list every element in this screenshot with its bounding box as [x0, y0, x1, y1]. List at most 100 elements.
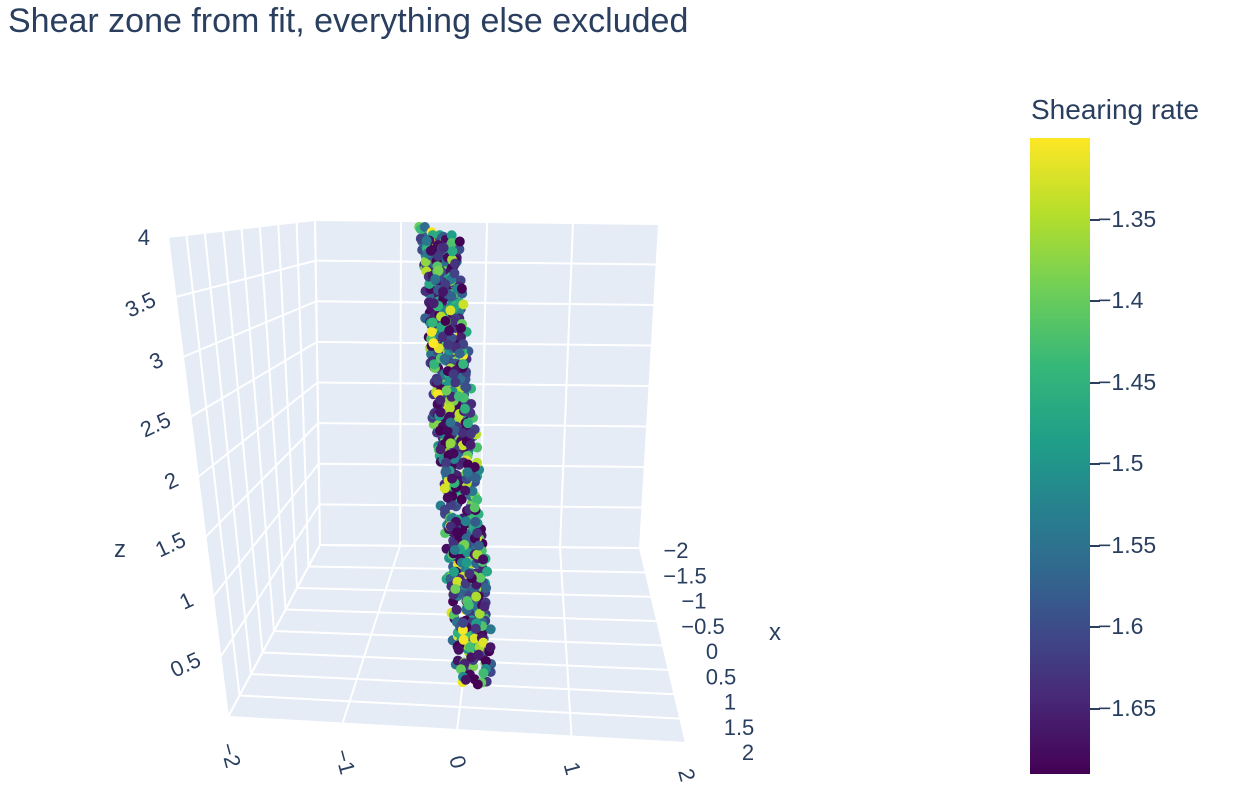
- data-point[interactable]: [465, 428, 476, 439]
- data-point[interactable]: [461, 557, 472, 568]
- data-point[interactable]: [444, 325, 455, 336]
- data-point[interactable]: [419, 222, 430, 232]
- data-point[interactable]: [430, 274, 441, 285]
- data-point[interactable]: [446, 230, 457, 241]
- data-point[interactable]: [440, 316, 451, 326]
- data-point[interactable]: [473, 649, 484, 660]
- data-point[interactable]: [433, 265, 444, 276]
- data-point[interactable]: [447, 246, 458, 257]
- data-point[interactable]: [472, 494, 483, 505]
- data-point[interactable]: [458, 634, 469, 645]
- data-point[interactable]: [442, 426, 453, 436]
- data-point[interactable]: [472, 528, 483, 539]
- data-point[interactable]: [433, 251, 444, 261]
- data-point[interactable]: [469, 462, 480, 472]
- data-point[interactable]: [429, 359, 440, 370]
- data-point[interactable]: [475, 572, 486, 583]
- data-point[interactable]: [458, 617, 468, 628]
- 3d-scene[interactable]: 0.511.522.533.54−2 −1 0 1 2−2−1.5−1−0.500.51…: [0, 0, 1000, 792]
- data-point[interactable]: [469, 633, 480, 644]
- data-point[interactable]: [451, 604, 462, 615]
- data-point[interactable]: [471, 591, 482, 602]
- data-point[interactable]: [458, 359, 469, 370]
- data-point[interactable]: [453, 644, 464, 655]
- data-point[interactable]: [444, 403, 455, 413]
- data-point[interactable]: [432, 375, 443, 386]
- data-point[interactable]: [435, 425, 445, 436]
- data-point[interactable]: [443, 339, 454, 350]
- data-point[interactable]: [428, 298, 439, 309]
- data-point[interactable]: [439, 483, 450, 494]
- data-point[interactable]: [479, 601, 490, 612]
- data-point[interactable]: [485, 624, 496, 635]
- data-point[interactable]: [449, 545, 460, 555]
- data-point[interactable]: [426, 326, 437, 337]
- data-point[interactable]: [478, 554, 489, 565]
- data-point[interactable]: [439, 353, 450, 364]
- data-point[interactable]: [454, 236, 465, 247]
- data-point[interactable]: [448, 448, 459, 459]
- data-point[interactable]: [470, 516, 481, 527]
- data-point[interactable]: [441, 385, 452, 396]
- data-point[interactable]: [478, 668, 489, 679]
- data-point[interactable]: [467, 486, 478, 497]
- data-point[interactable]: [462, 467, 473, 478]
- data-point[interactable]: [474, 608, 485, 619]
- data-point[interactable]: [458, 299, 469, 310]
- data-point[interactable]: [461, 382, 472, 393]
- data-point[interactable]: [460, 403, 470, 414]
- data-point[interactable]: [464, 642, 475, 653]
- data-point[interactable]: [454, 348, 465, 359]
- data-point[interactable]: [452, 527, 463, 538]
- data-point[interactable]: [441, 457, 451, 468]
- x-gridline-side: [185, 234, 241, 696]
- data-point[interactable]: [450, 377, 461, 388]
- data-point[interactable]: [450, 258, 461, 269]
- data-point[interactable]: [427, 317, 438, 328]
- data-point[interactable]: [440, 467, 451, 478]
- data-point[interactable]: [442, 492, 453, 503]
- data-point[interactable]: [425, 245, 436, 256]
- data-point[interactable]: [469, 502, 480, 513]
- data-point[interactable]: [455, 664, 466, 675]
- data-point[interactable]: [438, 242, 449, 253]
- data-point[interactable]: [435, 395, 446, 406]
- data-point[interactable]: [457, 624, 468, 635]
- data-point[interactable]: [460, 485, 471, 496]
- data-point[interactable]: [446, 291, 457, 302]
- data-point[interactable]: [482, 566, 493, 577]
- data-point[interactable]: [449, 268, 460, 279]
- data-point[interactable]: [453, 391, 464, 402]
- data-point[interactable]: [485, 642, 496, 653]
- data-point[interactable]: [445, 417, 456, 428]
- data-point[interactable]: [460, 674, 471, 685]
- data-point[interactable]: [450, 584, 461, 594]
- data-point[interactable]: [460, 516, 471, 527]
- data-point[interactable]: [448, 316, 459, 327]
- data-point[interactable]: [465, 440, 476, 450]
- data-point[interactable]: [445, 438, 456, 449]
- data-point[interactable]: [421, 235, 432, 246]
- data-point[interactable]: [435, 444, 446, 455]
- data-point[interactable]: [470, 623, 481, 634]
- data-point[interactable]: [481, 656, 491, 667]
- data-point[interactable]: [456, 494, 467, 505]
- data-point[interactable]: [449, 566, 459, 577]
- data-point[interactable]: [462, 418, 473, 429]
- data-point[interactable]: [445, 305, 456, 316]
- data-point[interactable]: [438, 286, 448, 297]
- data-point[interactable]: [481, 582, 492, 593]
- data-point[interactable]: [478, 637, 489, 648]
- data-point[interactable]: [456, 283, 467, 294]
- data-point[interactable]: [447, 473, 458, 484]
- data-point[interactable]: [464, 568, 475, 579]
- data-point[interactable]: [473, 540, 484, 551]
- data-point[interactable]: [463, 600, 474, 611]
- data-point[interactable]: [428, 338, 439, 349]
- data-point[interactable]: [472, 679, 483, 690]
- data-point[interactable]: [470, 473, 481, 484]
- data-point[interactable]: [435, 407, 446, 418]
- data-point[interactable]: [437, 332, 448, 343]
- data-point[interactable]: [456, 323, 466, 334]
- data-point[interactable]: [448, 369, 459, 380]
